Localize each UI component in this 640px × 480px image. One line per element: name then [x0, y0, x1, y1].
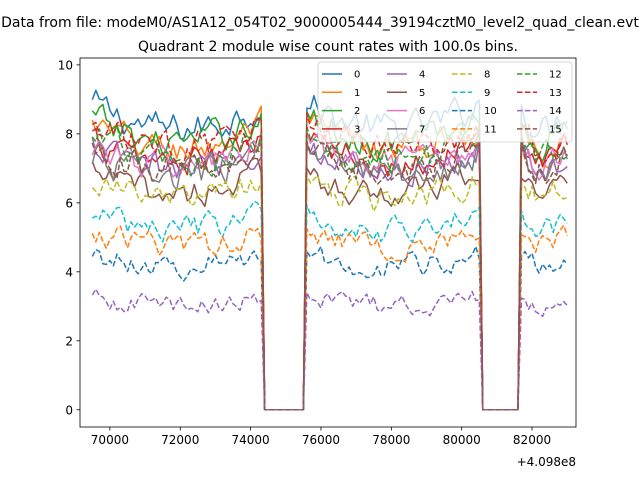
y-tick-label: 4	[65, 265, 73, 279]
y-tick-label: 8	[65, 127, 73, 141]
legend-label: 1	[354, 88, 360, 99]
y-tick-label: 2	[65, 334, 73, 348]
x-tick-label: 76000	[302, 433, 340, 447]
legend-label: 12	[549, 70, 562, 81]
y-tick-label: 0	[65, 403, 73, 417]
legend-label: 13	[549, 88, 562, 99]
x-axis-offset-label: +4.098e8	[517, 455, 576, 469]
legend-box	[317, 61, 573, 143]
plot-frame	[79, 57, 577, 428]
legend-label: 11	[484, 125, 497, 136]
legend-entry: 15	[517, 125, 562, 136]
y-tick: 10	[58, 58, 80, 72]
y-tick: 0	[65, 403, 80, 417]
chart-title: Quadrant 2 module wise count rates with …	[138, 39, 518, 55]
y-tick: 2	[65, 334, 80, 348]
legend-entry: 7	[387, 125, 425, 136]
x-tick: 80000	[443, 427, 481, 447]
x-tick: 74000	[232, 427, 270, 447]
x-tick: 70000	[91, 427, 129, 447]
legend-label: 0	[354, 70, 360, 81]
legend-entry: 3	[322, 125, 360, 136]
x-tick-label: 80000	[443, 433, 481, 447]
series-line-15	[91, 139, 568, 411]
legend-entry: 9	[452, 88, 490, 99]
legend-entry: 12	[517, 70, 562, 81]
x-axis: 70000 72000 74000 76000 78000 80000 82000	[91, 427, 551, 447]
legend-label: 9	[484, 88, 490, 99]
x-tick-label: 72000	[161, 433, 199, 447]
legend-entry: 5	[387, 88, 425, 99]
legend-label: 2	[354, 106, 360, 117]
x-tick: 82000	[513, 427, 551, 447]
legend-entry: 13	[517, 88, 562, 99]
legend-label: 14	[549, 106, 562, 117]
x-tick: 72000	[161, 427, 199, 447]
legend-label: 4	[419, 70, 425, 81]
x-tick-label: 70000	[91, 433, 129, 447]
y-axis: 0 2 4 6 8 10	[58, 58, 80, 417]
x-tick-label: 74000	[232, 433, 270, 447]
legend-entry: 2	[322, 106, 360, 117]
x-tick: 76000	[302, 427, 340, 447]
x-tick-label: 78000	[372, 433, 410, 447]
legend-entry: 1	[322, 88, 360, 99]
x-tick-label: 82000	[513, 433, 551, 447]
figure-suptitle: Data from file: modeM0/AS1A12_054T02_900…	[1, 15, 639, 31]
legend-label: 3	[354, 125, 360, 136]
legend-label: 5	[419, 88, 425, 99]
y-tick: 6	[65, 196, 80, 210]
legend-label: 7	[419, 125, 425, 136]
legend-entry: 0	[322, 70, 360, 81]
y-tick-label: 6	[65, 196, 73, 210]
y-tick: 4	[65, 265, 80, 279]
legend-entry: 6	[387, 106, 425, 117]
legend-entry: 4	[387, 70, 425, 81]
y-tick: 8	[65, 127, 80, 141]
legend-entry: 10	[452, 106, 497, 117]
legend-entry: 8	[452, 70, 490, 81]
y-tick-label: 10	[58, 58, 73, 72]
series-line-12	[91, 125, 568, 411]
legend-label: 15	[549, 125, 562, 136]
legend-label: 6	[419, 106, 425, 117]
legend-label: 8	[484, 70, 490, 81]
x-tick: 78000	[372, 427, 410, 447]
legend-entry: 11	[452, 125, 497, 136]
legend-label: 10	[484, 106, 497, 117]
legend-entry: 14	[517, 106, 562, 117]
